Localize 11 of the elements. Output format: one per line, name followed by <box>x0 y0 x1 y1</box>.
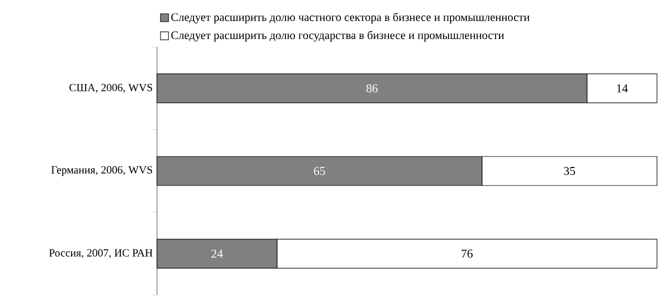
data-label: 14 <box>617 84 628 92</box>
data-label: 35 <box>564 166 576 176</box>
data-label: 65 <box>314 166 326 176</box>
y-tick-label: Германия, 2006, WVS <box>51 166 152 176</box>
data-label: 24 <box>212 250 223 258</box>
y-tick-label: США, 2006, WVS <box>69 84 152 93</box>
data-label: 76 <box>462 250 473 258</box>
legend-label: Следует расширить долю государства в бизнесе и промышленности <box>171 30 504 42</box>
legend-label: Следует расширить долю частного сектора в бизнесе и промышленности <box>171 12 530 24</box>
data-label: 86 <box>366 84 378 92</box>
y-tick-label: Россия, 2007, ИС РАН <box>49 249 152 258</box>
